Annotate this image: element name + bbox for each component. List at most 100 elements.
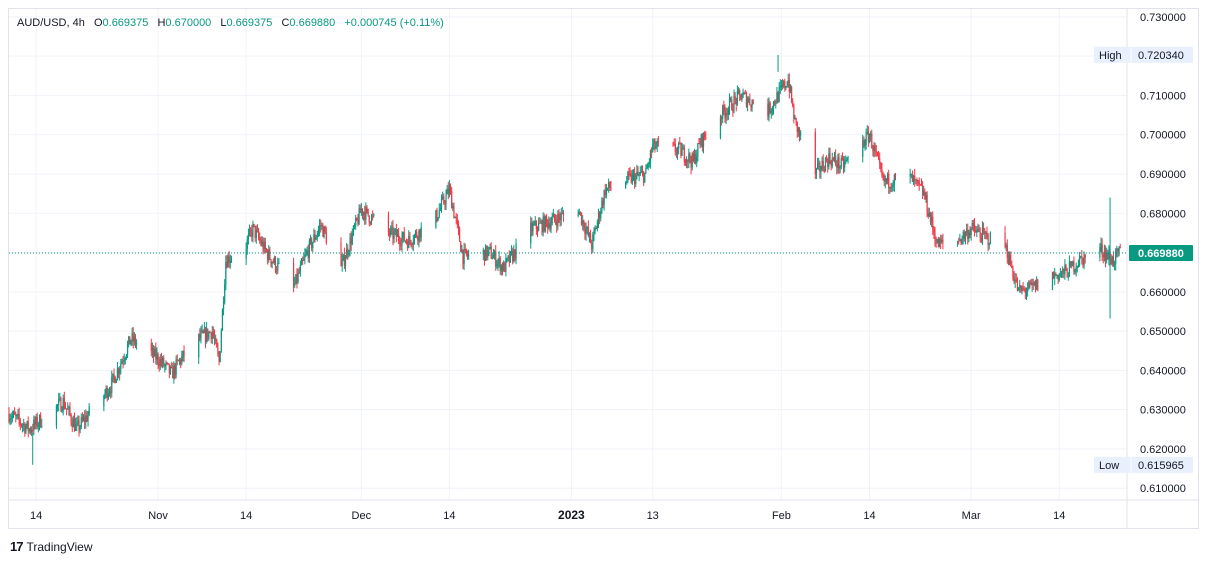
candle-body: [769, 102, 771, 113]
candle-body: [58, 399, 60, 405]
legend-low-label: L: [220, 17, 227, 29]
candle-body: [726, 113, 728, 115]
candle-body: [649, 150, 652, 163]
candle-body: [1069, 261, 1072, 263]
candle-body: [482, 249, 484, 255]
candle-body: [69, 406, 71, 415]
candle-body: [1099, 247, 1101, 258]
candle-body: [320, 225, 322, 227]
last-price-badge: [1129, 245, 1193, 262]
candle-body: [316, 233, 318, 238]
candle-body: [60, 398, 62, 412]
candle-body: [208, 332, 210, 339]
candle-body: [688, 153, 690, 162]
candle-body: [1006, 244, 1008, 258]
candle-body: [580, 212, 583, 225]
high-marker-badge: [1094, 46, 1193, 63]
candle-body: [1100, 243, 1102, 248]
candle-body: [550, 223, 552, 229]
candle-body: [1014, 279, 1016, 282]
candle-body: [609, 181, 611, 188]
candle-body: [701, 134, 703, 148]
candle-body: [916, 179, 918, 181]
candle-body: [652, 144, 654, 152]
candle-body: [167, 363, 169, 365]
candle-body: [543, 216, 545, 232]
x-tick-label: 2023: [558, 508, 585, 522]
candle-body: [346, 248, 348, 259]
candle-body: [1027, 289, 1029, 292]
candle-body: [73, 419, 76, 431]
candle-body: [865, 132, 867, 146]
candle-body: [1113, 264, 1116, 266]
candle-body: [178, 359, 181, 361]
candle-body: [820, 170, 822, 172]
candle-body: [1101, 243, 1103, 256]
candle-body: [836, 163, 838, 168]
candle-body: [771, 108, 774, 111]
candle-body: [361, 208, 364, 215]
candle-body: [304, 255, 306, 259]
tradingview-attribution[interactable]: 17 TradingView: [10, 539, 93, 554]
candle-body: [647, 163, 649, 168]
candle-body: [582, 220, 584, 225]
candle-body: [230, 258, 233, 261]
candle-body: [778, 87, 780, 102]
candle-body: [876, 152, 879, 157]
candle-body: [606, 187, 609, 189]
candle-body: [800, 132, 802, 136]
candle-body: [915, 179, 917, 181]
candle-body: [691, 153, 693, 168]
candle-body: [499, 257, 501, 272]
candle-body: [645, 168, 647, 173]
candle-body: [79, 426, 81, 431]
candle-body: [464, 248, 466, 250]
candle-body: [509, 251, 512, 263]
candle-body: [365, 207, 367, 220]
candle-body: [871, 133, 873, 149]
candle-body: [682, 147, 684, 150]
candle-body: [65, 408, 68, 410]
candle-body: [111, 376, 113, 393]
candle-body: [218, 353, 220, 362]
candle-body: [32, 430, 34, 432]
candle-body: [492, 255, 495, 259]
candle-body: [200, 331, 202, 339]
candle-body: [407, 241, 409, 248]
candle-body: [781, 84, 784, 87]
candle-body: [276, 270, 278, 272]
candle-body: [461, 249, 463, 252]
candle-body: [274, 257, 277, 271]
candle-body: [840, 157, 842, 167]
candle-body: [453, 206, 455, 218]
candle-body: [684, 161, 687, 164]
candle-body: [296, 274, 298, 283]
candle-body: [602, 200, 604, 205]
candle-body: [356, 218, 358, 220]
candle-body: [1083, 254, 1085, 265]
y-tick-label: 0.630000: [1140, 405, 1186, 417]
candle-body: [961, 238, 963, 244]
candle-body: [410, 240, 412, 245]
candle-body: [814, 132, 816, 175]
candle-body: [917, 180, 919, 182]
candle-body: [1104, 251, 1107, 261]
candle-body: [690, 160, 692, 168]
candle-body: [819, 162, 821, 172]
candle-body: [1005, 244, 1007, 247]
y-tick-label: 0.640000: [1140, 365, 1186, 377]
candle-body: [742, 93, 744, 98]
candle-body: [1036, 279, 1038, 290]
candle-body: [1111, 256, 1113, 264]
candle-body: [136, 343, 138, 345]
candle-body: [632, 173, 635, 175]
candle-body: [416, 231, 418, 237]
candle-body: [229, 260, 231, 263]
candle-body: [971, 223, 973, 229]
candle-body: [967, 229, 969, 240]
candle-body: [498, 257, 500, 262]
candle-body: [177, 360, 179, 362]
candle-body: [772, 101, 775, 109]
candle-body: [368, 215, 370, 223]
